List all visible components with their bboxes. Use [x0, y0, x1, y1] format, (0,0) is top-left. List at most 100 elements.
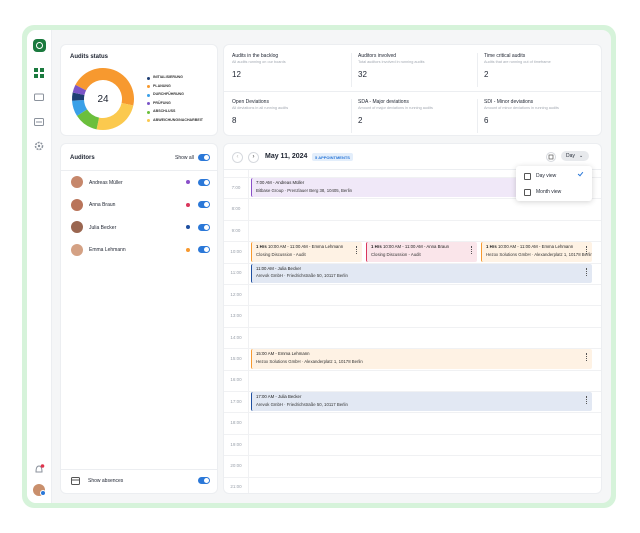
stat-subtitle: All audits running on our boards — [232, 60, 286, 64]
auditors-card: Auditors Show all Show absences Andreas … — [60, 143, 218, 494]
hour-label: 14:00 — [230, 334, 242, 340]
next-button[interactable]: › — [248, 152, 259, 163]
app-window: Audits status 24 INITIALISIERUNG PLANUNG D… — [27, 30, 611, 503]
show-all-toggle[interactable] — [198, 154, 210, 161]
event[interactable]: 1 Hrs 10:00 AM - 11:00 AM - Anna Braun Cl… — [366, 242, 477, 262]
hour-line — [224, 412, 601, 414]
hour-label: 20:00 — [230, 462, 242, 468]
legend-dot — [147, 110, 150, 114]
hour-label: 12:00 — [230, 291, 242, 297]
menu-icon — [524, 189, 531, 196]
show-all-label: Show all — [175, 155, 194, 161]
show-absences-toggle[interactable] — [198, 477, 210, 484]
show-absences-label: Show absences — [88, 478, 124, 484]
dashboard-icon[interactable] — [34, 68, 44, 78]
hour-label: 17:00 — [230, 398, 242, 404]
event[interactable]: 1 Hrs 10:00 AM - 11:00 AM - Emma Lehmann… — [251, 242, 362, 262]
notifications-icon[interactable] — [34, 464, 45, 475]
legend-item: ABWEICHUNG/NACHARBEIT — [147, 118, 217, 127]
menu-item[interactable]: Month view — [536, 189, 562, 195]
day-grid: 7:00 8:00 9:00 10:00 11:00 12:00 13:00 14:00 15:… — [224, 169, 601, 493]
auditor-color — [186, 247, 190, 252]
settings-icon[interactable] — [34, 141, 44, 151]
menu-item[interactable]: Day view — [536, 173, 557, 179]
event-time: 7:00 AM - Andreas Müller — [256, 180, 305, 185]
stat-title: SDA - Major deviations — [358, 99, 409, 105]
event[interactable]: 1 Hrs 10:00 AM - 11:00 AM - Emma Lehmann… — [481, 242, 592, 262]
event-time: 11:00 AM - Julia Becker — [256, 265, 302, 271]
event-menu[interactable] — [356, 246, 358, 255]
stat-subtitle: Total auditors involved in running audit… — [358, 60, 425, 64]
hour-label: 19:00 — [230, 441, 242, 447]
event-detail: Hezox Solutions GmbH · Alexanderplatz 1,… — [256, 358, 363, 364]
hour-label: 18:00 — [230, 420, 242, 426]
logo[interactable] — [33, 39, 46, 52]
stat-value: 2 — [484, 70, 489, 79]
stat-divider — [351, 53, 352, 87]
event-detail: Arevok GmbH · Friedrichstraße 50, 10117 … — [256, 273, 348, 279]
event[interactable]: 11:00 AM - Julia Becker Arevok GmbH · Fri… — [251, 263, 592, 283]
auditor-toggle[interactable] — [198, 201, 210, 208]
auditor-toggle[interactable] — [198, 178, 210, 186]
hour-label: 8:00 — [231, 206, 241, 212]
event-menu[interactable] — [471, 246, 473, 255]
cards-icon[interactable] — [34, 117, 44, 127]
legend-dot — [147, 76, 150, 80]
donut-total: 24 — [97, 94, 109, 105]
legend-dot — [147, 93, 150, 97]
donut-segment — [72, 92, 85, 101]
event-menu[interactable] — [586, 246, 588, 255]
auditor-color — [186, 180, 190, 184]
event-menu[interactable] — [586, 353, 588, 362]
stat-title: Audits in the backlog — [232, 53, 279, 59]
view-dropdown[interactable]: Day ⌄ — [561, 151, 589, 161]
view-menu: Day view Month view — [516, 166, 592, 201]
hour-line — [224, 326, 601, 328]
user-avatar[interactable] — [33, 484, 46, 496]
legend-item: PLANUNG — [147, 84, 217, 93]
hour-label: 21:00 — [230, 484, 242, 490]
auditor-color — [186, 225, 190, 229]
hour-line — [224, 455, 601, 457]
event-heading: 11:00 AM - Julia Becker — [256, 266, 588, 271]
auditor-toggle[interactable] — [198, 223, 210, 231]
calendar-button[interactable] — [546, 152, 556, 162]
hour-line — [224, 198, 601, 200]
menu-icon — [524, 173, 531, 180]
donut-segment — [77, 109, 100, 130]
menu-check — [577, 170, 584, 177]
stat-subtitle: Amount of minor deviations in running au… — [484, 106, 559, 110]
date-label: May 11, 2024 — [265, 153, 308, 160]
avatar — [71, 243, 83, 256]
event-duration: 1 Hrs — [256, 244, 267, 250]
legend-label: PRÜFUNG — [153, 100, 171, 105]
event-detail: Closing Discussion - Audit — [256, 251, 306, 257]
event[interactable]: 7:00 AM - Andreas Müller Bitbase Group · … — [251, 178, 592, 198]
event[interactable]: 15:00 AM - Emma Lehmann Hezox Solutions G… — [251, 349, 592, 369]
card-title: Auditors — [70, 155, 95, 161]
event-time: 10:00 AM - 11:00 AM - Anna Braun — [382, 244, 450, 250]
event[interactable]: 17:00 AM - Julia Becker Arevok GmbH · Fri… — [251, 392, 592, 412]
stats-card: Audits in the backlog All audits running … — [223, 44, 602, 136]
event-detail: Closing Discussion - Audit — [371, 251, 421, 257]
auditor-toggle[interactable] — [198, 246, 210, 253]
event-detail: Hezox Solutions GmbH · Alexanderplatz 1,… — [486, 251, 592, 257]
hour-label: 16:00 — [230, 377, 242, 383]
stat-title: Auditors involved — [358, 53, 397, 59]
hour-label: 11:00 — [230, 270, 242, 276]
event-duration: 1 Hrs — [371, 244, 382, 250]
donut-segment — [72, 99, 88, 116]
calendar-card: ‹ › May 11, 2024 5 APPOINTMENTS Day ⌄ 7:0… — [223, 143, 602, 494]
divider — [61, 469, 217, 470]
messages-icon[interactable] — [34, 93, 44, 103]
legend-label: INITIALISIERUNG — [153, 75, 183, 79]
event-menu[interactable] — [586, 396, 588, 404]
hour-label: 13:00 — [230, 313, 242, 319]
gutter-line — [248, 170, 249, 493]
stat-divider — [351, 99, 352, 133]
hour-line — [224, 391, 601, 392]
event-menu[interactable] — [586, 267, 588, 276]
legend-label: ABWEICHUNG/NACHARBEIT — [153, 117, 203, 122]
hour-line — [224, 177, 601, 178]
prev-button[interactable]: ‹ — [232, 152, 243, 163]
